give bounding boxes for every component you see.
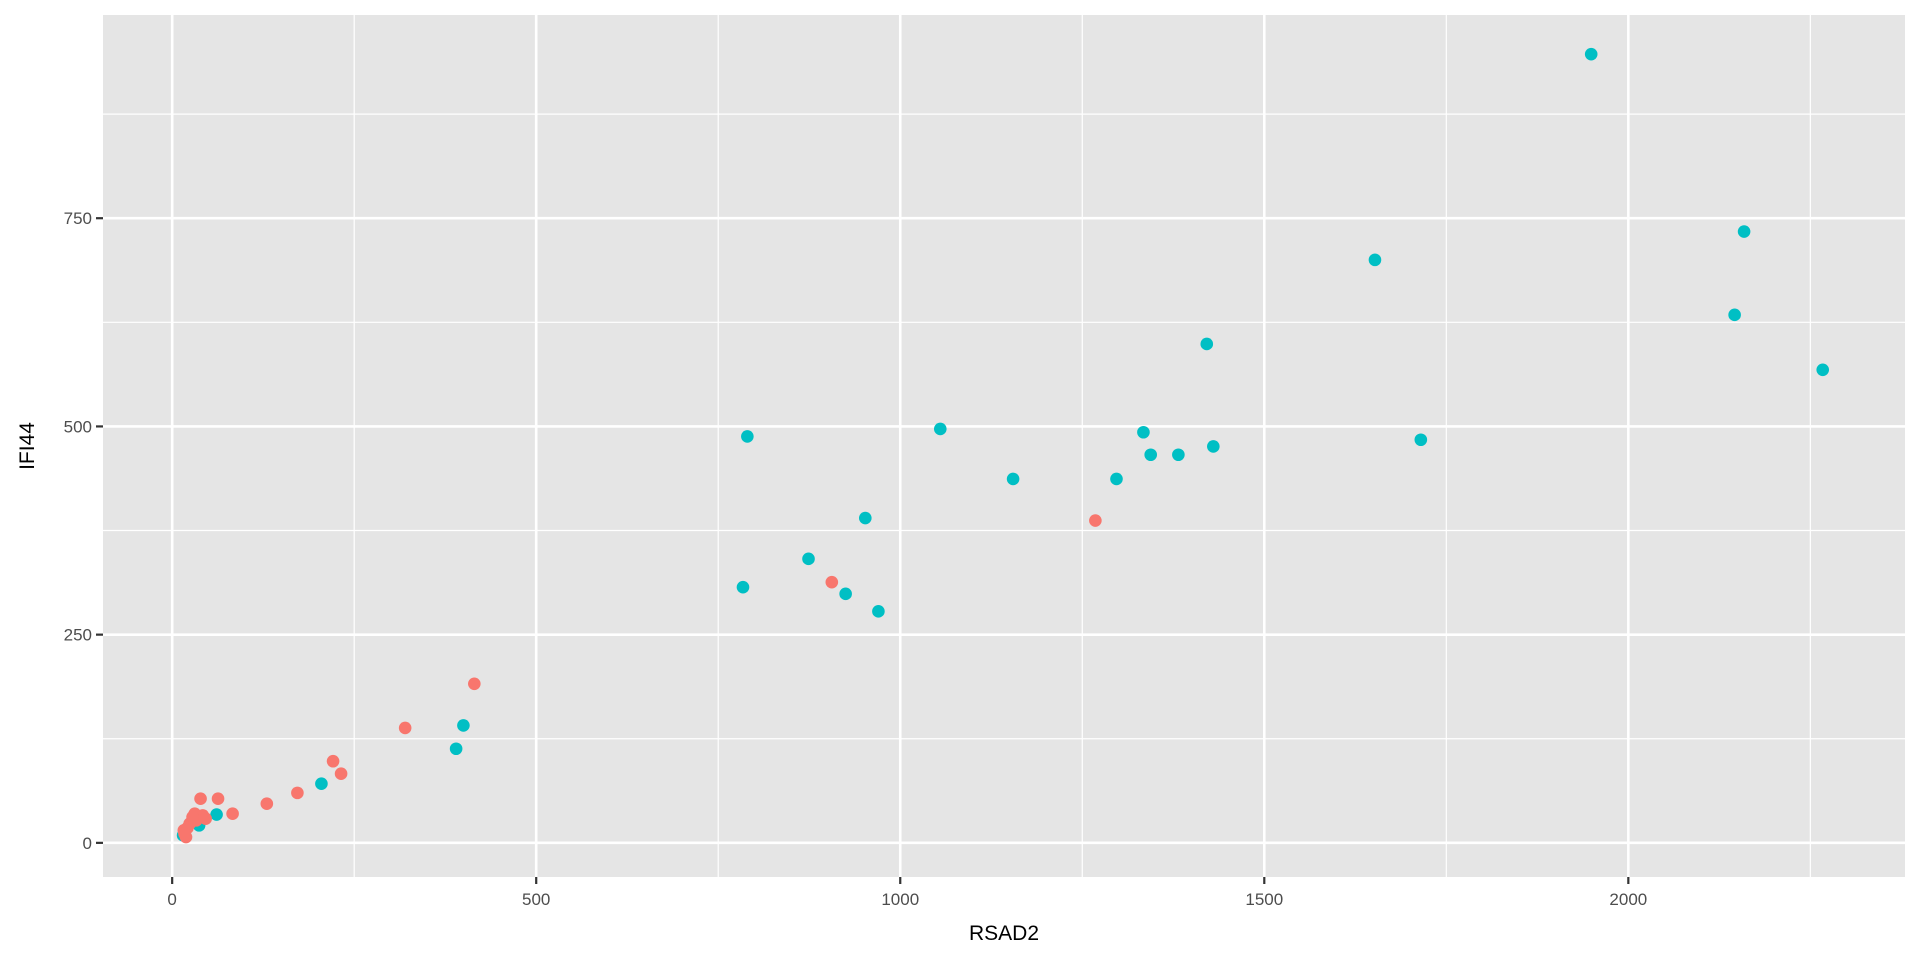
data-point [291, 786, 304, 800]
data-point [825, 575, 839, 589]
data-point [802, 552, 815, 566]
data-point [1172, 448, 1185, 462]
data-point [1006, 472, 1020, 486]
data-point [315, 777, 328, 791]
data-point [1728, 308, 1741, 322]
data-point [260, 797, 274, 811]
x-tick-label: 0 [167, 890, 176, 909]
data-point [326, 754, 340, 768]
data-point [199, 812, 212, 826]
data-point [1584, 47, 1598, 61]
data-point [210, 808, 223, 821]
data-point [398, 721, 412, 735]
data-point [334, 767, 348, 781]
x-tick-label: 1000 [881, 890, 919, 909]
x-axis-title: RSAD2 [969, 922, 1039, 945]
data-point [211, 792, 225, 806]
data-point [839, 587, 852, 601]
x-tick-label: 1500 [1245, 890, 1283, 909]
data-point [1207, 440, 1220, 453]
data-point [1816, 363, 1830, 377]
data-point [872, 605, 885, 618]
y-tick-label: 750 [64, 209, 92, 228]
data-points [176, 47, 1830, 844]
data-point [449, 742, 463, 756]
data-point [741, 430, 754, 443]
grid-lines [103, 15, 1905, 877]
y-axis-title: IFI44 [16, 422, 39, 470]
data-point [859, 511, 872, 525]
data-point [1137, 425, 1150, 439]
x-tick-label: 500 [522, 890, 550, 909]
data-point [226, 807, 239, 821]
y-tick-label: 0 [83, 834, 92, 853]
y-tick-label: 250 [64, 626, 92, 645]
data-point [1368, 253, 1382, 267]
data-point [194, 792, 207, 806]
axes: 0 500 1000 1500 2000 0 250 500 750 [64, 209, 1648, 909]
data-point [1089, 514, 1102, 527]
data-point [1737, 225, 1751, 238]
data-point [1414, 433, 1428, 447]
data-point [736, 580, 750, 594]
data-point [1200, 337, 1214, 351]
x-tick-label: 2000 [1609, 890, 1647, 909]
data-point [457, 719, 470, 732]
plot-panel [103, 15, 1905, 877]
data-point [1110, 472, 1123, 486]
data-point [933, 422, 947, 436]
y-tick-label: 500 [64, 417, 92, 436]
data-point [178, 827, 191, 840]
data-point [1144, 448, 1158, 462]
data-point [186, 810, 199, 824]
data-point [468, 677, 481, 691]
